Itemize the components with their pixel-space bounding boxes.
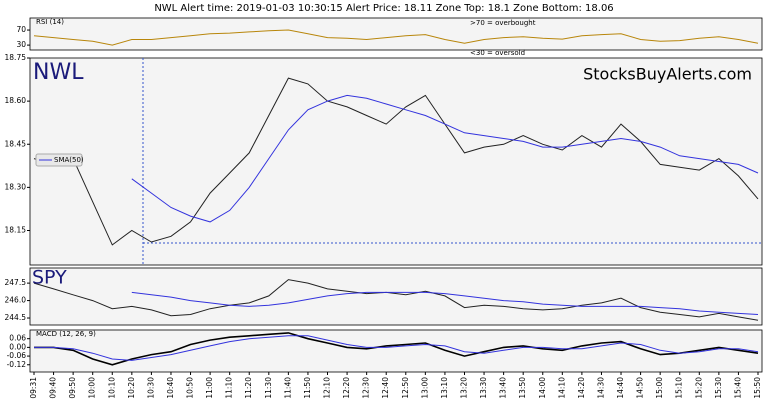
- x-tick-label: 11:40: [283, 377, 292, 399]
- watermark: StocksBuyAlerts.com: [583, 65, 752, 84]
- x-tick-label: 12:30: [362, 377, 371, 399]
- y-tick-label: 247.5: [5, 278, 27, 287]
- y-tick-label: 18.15: [5, 226, 27, 235]
- x-tick-label: 11:00: [205, 377, 214, 399]
- panels: [29, 17, 763, 373]
- x-tick-label: 14:00: [538, 377, 547, 399]
- legend-label: SMA(50): [54, 156, 84, 164]
- x-tick-label: 15:40: [733, 377, 742, 399]
- panel-label: RSI (14): [36, 18, 64, 26]
- y-tick-label: 18.75: [5, 53, 27, 62]
- x-tick-label: 15:10: [675, 377, 684, 399]
- x-tick-label: 12:40: [381, 377, 390, 399]
- x-tick-label: 10:10: [107, 377, 116, 399]
- x-tick-label: 13:00: [420, 377, 429, 399]
- x-tick-label: 14:40: [616, 377, 625, 399]
- x-tick-label: 14:20: [577, 377, 586, 399]
- x-tick-label: 15:50: [753, 377, 762, 399]
- y-tick-label: 18.60: [5, 96, 27, 105]
- y-tick-label: 70: [16, 25, 26, 34]
- x-tick-label: 10:30: [146, 377, 155, 399]
- y-tick-label: -0.06: [7, 351, 27, 360]
- x-tick-label: 13:50: [518, 377, 527, 399]
- x-tick-label: 12:50: [401, 377, 410, 399]
- x-tick-label: 14:10: [557, 377, 566, 399]
- y-tick-label: 244.5: [5, 313, 27, 322]
- panel-frame: [29, 267, 763, 326]
- x-tick-label: 10:00: [88, 377, 97, 399]
- x-tick-label: 09:31: [29, 377, 38, 399]
- series-line: [33, 29, 759, 46]
- x-tick-label: 09:40: [49, 377, 58, 399]
- series-line: [131, 94, 759, 223]
- x-tick-label: 15:30: [714, 377, 723, 399]
- panel-frame: [29, 329, 763, 373]
- x-tick-label: 12:10: [323, 377, 332, 399]
- panel-label: NWL: [33, 60, 84, 85]
- x-tick-label: 13:20: [459, 377, 468, 399]
- y-tick-label: 0.06: [9, 334, 26, 343]
- y-tick-label: 18.30: [5, 182, 27, 191]
- x-tick-label: 14:50: [636, 377, 645, 399]
- y-tick-label: 0.00: [9, 342, 26, 351]
- x-tick-label: 09:50: [68, 377, 77, 399]
- x-tick-label: 11:20: [244, 377, 253, 399]
- series-line: [33, 77, 759, 246]
- x-tick-label: 13:30: [479, 377, 488, 399]
- annotation: <30 = oversold: [470, 49, 525, 57]
- series-line: [34, 332, 759, 366]
- x-tick-label: 13:10: [440, 377, 449, 399]
- legend-box: [35, 153, 83, 167]
- series-line: [34, 335, 759, 361]
- x-tick-label: 15:00: [655, 377, 664, 399]
- x-tick-label: 10:20: [127, 377, 136, 399]
- y-tick-label: 30: [16, 40, 26, 49]
- x-tick-label: 14:30: [596, 377, 605, 399]
- x-tick-label: 11:50: [303, 377, 312, 399]
- y-tick-label: 246.0: [5, 296, 27, 305]
- x-tick-label: 13:40: [499, 377, 508, 399]
- panel-label: MACD (12, 26, 9): [36, 330, 96, 338]
- x-tick-label: 11:10: [225, 377, 234, 399]
- x-tick-label: 12:20: [342, 377, 351, 399]
- annotation: >70 = overbought: [470, 19, 536, 27]
- x-tick-label: 10:40: [166, 377, 175, 399]
- panel-frame: [29, 57, 763, 266]
- x-tick-label: 10:50: [186, 377, 195, 399]
- panel-label: SPY: [32, 267, 67, 289]
- x-tick-label: 11:30: [264, 377, 273, 399]
- panel-frame: [29, 17, 763, 51]
- x-tick-label: 15:20: [694, 377, 703, 399]
- series-line: [131, 291, 759, 315]
- y-tick-label: -0.12: [7, 360, 27, 369]
- y-tick-label: 18.45: [5, 139, 27, 148]
- chart-title: NWL Alert time: 2019-01-03 10:30:15 Aler…: [154, 3, 613, 14]
